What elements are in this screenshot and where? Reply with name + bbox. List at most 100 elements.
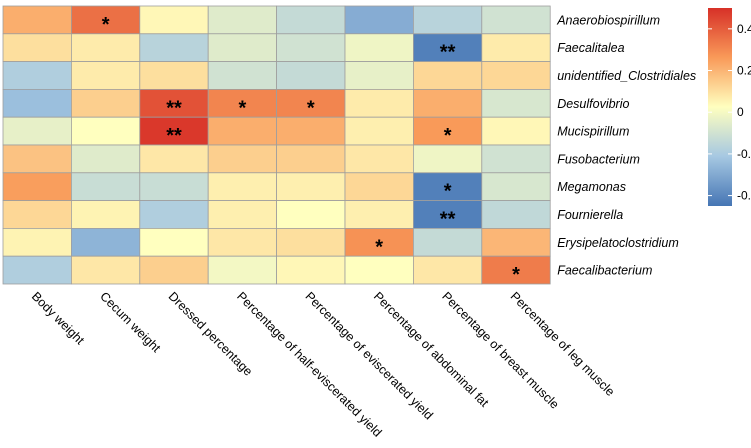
legend-ticks: 0.4 0.2 0 -0.2 -0.4: [708, 22, 751, 203]
heatmap-cell-r6-c2: [139, 172, 209, 202]
heatmap-cell-r9-c0: [2, 255, 72, 285]
heatmap-cell-r2-c7: [481, 61, 551, 90]
column-label: Percentage of half-eviscerated yield: [234, 289, 384, 439]
row-label: Mucispirillum: [557, 125, 629, 139]
row-label: Erysipelatoclostridium: [557, 236, 679, 250]
column-label: Cecum weight: [97, 289, 163, 355]
heatmap-cell-r2-c1: [71, 61, 141, 90]
heatmap-cell-r8-c2: [139, 227, 209, 257]
heatmap-cell-r6-c6: [412, 172, 483, 202]
significance-marks: ***** * *** ******: [102, 14, 520, 286]
heatmap-cell-r9-c4: [276, 255, 346, 285]
heatmap-cell-r8-c6: [412, 227, 483, 257]
color-legend: 0.4 0.2 0 -0.2 -0.4: [708, 8, 751, 206]
heatmap-cell-r3-c0: [2, 89, 72, 118]
row-label: Anaerobiospirillum: [556, 13, 660, 27]
heatmap-cell-r1-c1: [71, 33, 141, 62]
significance-mark: *: [512, 264, 520, 286]
row-label: Megamonas: [557, 180, 626, 194]
heatmap-cell-r3-c7: [481, 89, 551, 118]
heatmap-cell-r2-c4: [276, 61, 346, 90]
heatmap-cell-r5-c4: [276, 144, 346, 174]
heatmap-cell-r1-c0: [2, 33, 72, 62]
heatmap-cell-r9-c3: [207, 255, 277, 285]
heatmap-cell-r9-c5: [344, 255, 414, 285]
heatmap-cell-r2-c5: [344, 61, 414, 90]
heatmap-cell-r0-c0: [2, 5, 72, 35]
heatmap-cell-r1-c4: [276, 33, 346, 62]
heatmap-cell-r9-c7: [481, 255, 551, 285]
heatmap-cell-r8-c4: [276, 227, 346, 257]
significance-mark: **: [440, 42, 456, 64]
heatmap-cell-r2-c2: [139, 61, 209, 90]
heatmap-cell-r7-c1: [71, 200, 141, 229]
legend-tick-label: 0.4: [737, 22, 751, 36]
row-label: unidentified_Clostridiales: [557, 69, 696, 83]
significance-mark: *: [307, 97, 315, 119]
row-label: Fusobacterium: [557, 152, 640, 166]
heatmap-cell-r3-c5: [344, 89, 414, 118]
heatmap-cell-r8-c0: [2, 227, 72, 257]
heatmap-cell-r8-c1: [71, 227, 141, 257]
heatmap-cell-r6-c3: [207, 172, 277, 202]
heatmap-cell-r0-c5: [344, 5, 414, 35]
column-label: Percentage of abdominal fat: [371, 289, 492, 410]
heatmap-cell-r6-c1: [71, 172, 141, 202]
heatmap-cell-r6-c4: [276, 172, 346, 202]
row-label: Fournierella: [557, 208, 623, 222]
heatmap-cell-r4-c1: [71, 116, 141, 146]
significance-mark: *: [102, 14, 110, 36]
heatmap-cell-r1-c2: [139, 33, 209, 62]
heatmap-cell-r7-c0: [2, 200, 72, 229]
heatmap-cells: [2, 5, 551, 285]
heatmap-cell-r6-c7: [481, 172, 551, 202]
row-label: Faecalibacterium: [557, 264, 652, 278]
heatmap-cell-r0-c3: [207, 5, 277, 35]
legend-color-bar: [708, 8, 732, 206]
heatmap-cell-r2-c0: [2, 61, 72, 90]
heatmap-cell-r5-c3: [207, 144, 277, 174]
significance-mark: **: [166, 125, 182, 147]
heatmap-cell-r9-c1: [71, 255, 141, 285]
significance-mark: *: [239, 97, 247, 119]
row-label: Faecalitalea: [557, 41, 624, 55]
heatmap-cell-r8-c7: [481, 227, 551, 257]
heatmap-cell-r9-c6: [412, 255, 483, 285]
significance-mark: **: [166, 97, 182, 119]
heatmap-cell-r4-c3: [207, 116, 277, 146]
heatmap-cell-r5-c1: [71, 144, 141, 174]
heatmap-cell-r5-c7: [481, 144, 551, 174]
significance-mark: *: [375, 236, 383, 258]
heatmap-cell-r3-c1: [71, 89, 141, 118]
heatmap-cell-r0-c1: [71, 5, 141, 35]
legend-tick-label: 0.2: [737, 64, 751, 78]
heatmap-cell-r2-c6: [412, 61, 483, 90]
heatmap-cell-r7-c5: [344, 200, 414, 229]
heatmap-cell-r4-c4: [276, 116, 346, 146]
heatmap-cell-r1-c6: [412, 33, 483, 62]
heatmap-cell-r5-c2: [139, 144, 209, 174]
heatmap-cell-r5-c0: [2, 144, 72, 174]
heatmap-cell-r7-c4: [276, 200, 346, 229]
heatmap-cell-r6-c5: [344, 172, 414, 202]
heatmap-cell-r3-c2: [139, 89, 209, 118]
heatmap-cell-r1-c5: [344, 33, 414, 62]
heatmap-cell-r4-c5: [344, 116, 414, 146]
heatmap-cell-r3-c6: [412, 89, 483, 118]
heatmap-cell-r5-c6: [412, 144, 483, 174]
column-labels: Body weight Cecum weight Dressed percentag…: [29, 289, 617, 439]
heatmap-cell-r2-c3: [207, 61, 277, 90]
significance-mark: *: [444, 125, 452, 147]
heatmap-cell-r4-c0: [2, 116, 72, 146]
heatmap-cell-r6-c0: [2, 172, 72, 202]
heatmap-cell-r8-c3: [207, 227, 277, 257]
legend-tick-label: 0: [737, 105, 744, 119]
heatmap-cell-r8-c5: [344, 227, 414, 257]
heatmap-cell-r1-c3: [207, 33, 277, 62]
heatmap-cell-r0-c6: [412, 5, 483, 35]
row-label: Desulfovibrio: [557, 97, 629, 111]
heatmap-cell-r4-c7: [481, 116, 551, 146]
heatmap-cell-r7-c2: [139, 200, 209, 229]
column-label: Percentage of eviscerated yield: [302, 289, 435, 422]
